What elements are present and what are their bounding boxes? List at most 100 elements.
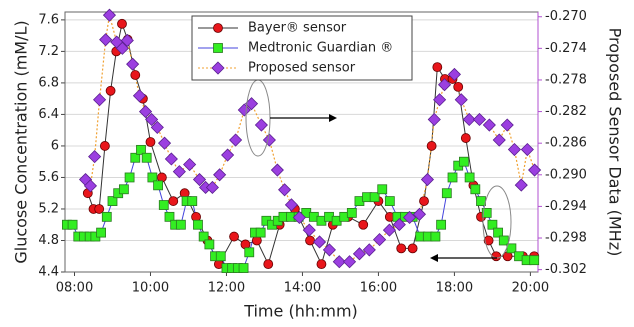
data-point [136, 144, 146, 155]
y-tick-label: 7.6 [38, 12, 59, 27]
data-point [529, 255, 540, 266]
data-point [107, 196, 118, 206]
data-point [215, 251, 226, 262]
data-point [67, 219, 78, 230]
data-point [126, 57, 140, 71]
data-point [436, 219, 447, 230]
x-tick-label: 18:00 [436, 281, 473, 296]
data-point [493, 227, 504, 238]
data-point [487, 219, 498, 230]
data-point [312, 235, 327, 249]
data-point [262, 133, 276, 147]
data-point [462, 112, 476, 127]
data-point [150, 120, 164, 134]
data-point [420, 172, 435, 187]
data-point [120, 33, 134, 48]
x-tick-label: 20:00 [512, 281, 549, 296]
y-axis-title: Glucose Concentration (mM/L) [12, 20, 31, 263]
data-point [145, 137, 156, 147]
data-point [482, 118, 496, 132]
data-point [426, 141, 437, 151]
data-point [118, 184, 129, 195]
data-point [369, 192, 380, 203]
data-point [172, 165, 186, 179]
data-point [102, 8, 117, 22]
y-tick-label: 4.4 [38, 265, 59, 280]
data-point [205, 180, 219, 195]
data-point [99, 33, 113, 47]
data-point [270, 163, 284, 177]
data-point [158, 200, 169, 210]
data-point [164, 152, 178, 166]
data-point [447, 67, 461, 81]
data-point [130, 152, 141, 163]
data-point [237, 103, 251, 117]
y-tick-label: 6 [51, 138, 59, 153]
data-point [464, 172, 475, 183]
data-point [437, 78, 452, 92]
data-point [229, 231, 239, 242]
data-point [332, 255, 346, 269]
data-point [492, 133, 506, 147]
data-point [377, 184, 388, 195]
x-tick-label: 12:00 [208, 281, 245, 296]
data-point [481, 208, 492, 218]
data-point [382, 223, 397, 237]
data-point [284, 198, 298, 212]
y2-tick-label: -0.278 [545, 72, 587, 87]
data-point [520, 142, 534, 157]
legend-marker [213, 23, 223, 33]
data-point [130, 70, 141, 80]
data-point [99, 141, 110, 151]
legend-marker [211, 61, 225, 75]
data-point [198, 231, 209, 242]
data-point [93, 93, 107, 107]
data-point [352, 247, 367, 261]
data-point [204, 239, 215, 250]
x-tick-label: 10:00 [132, 281, 169, 296]
data-point [83, 179, 98, 193]
data-point [483, 235, 494, 246]
y-tick-label: 5.2 [38, 201, 59, 216]
y2-tick-label: -0.286 [545, 136, 587, 151]
data-point [115, 41, 129, 55]
data-point [498, 235, 509, 246]
y2-tick-label: -0.270 [545, 9, 587, 24]
y-tick-label: 6.4 [38, 107, 59, 122]
data-point [141, 152, 152, 163]
data-point [254, 118, 268, 132]
data-point [244, 247, 255, 258]
data-point [213, 168, 227, 182]
data-point [362, 243, 376, 257]
data-point [138, 105, 153, 119]
data-point [419, 196, 429, 206]
legend-marker [213, 43, 223, 53]
data-point [292, 210, 306, 225]
data-point [514, 178, 528, 192]
data-point [192, 172, 207, 187]
data-point [507, 142, 522, 157]
data-point [168, 196, 179, 206]
y2-axis-title: Proposed Sensor Data (MHz) [606, 28, 625, 257]
y2-tick-label: -0.274 [545, 41, 587, 56]
data-point [407, 243, 418, 254]
data-point [157, 136, 172, 150]
data-point [101, 211, 112, 222]
data-point [302, 223, 316, 237]
data-point [342, 255, 357, 269]
data-point [145, 112, 159, 127]
data-point [183, 157, 197, 172]
y-tick-label: 6.8 [38, 75, 59, 90]
legend-label: Bayer® sensor [248, 21, 347, 36]
legend-label: Medtronic Guardian ® [248, 41, 393, 56]
data-point [528, 163, 542, 177]
data-point [238, 263, 249, 273]
data-point [221, 148, 235, 162]
data-point [229, 133, 243, 147]
data-point [433, 93, 447, 107]
data-point [278, 183, 292, 197]
data-point [476, 196, 486, 206]
data-point [470, 184, 481, 195]
data-point [447, 172, 458, 183]
